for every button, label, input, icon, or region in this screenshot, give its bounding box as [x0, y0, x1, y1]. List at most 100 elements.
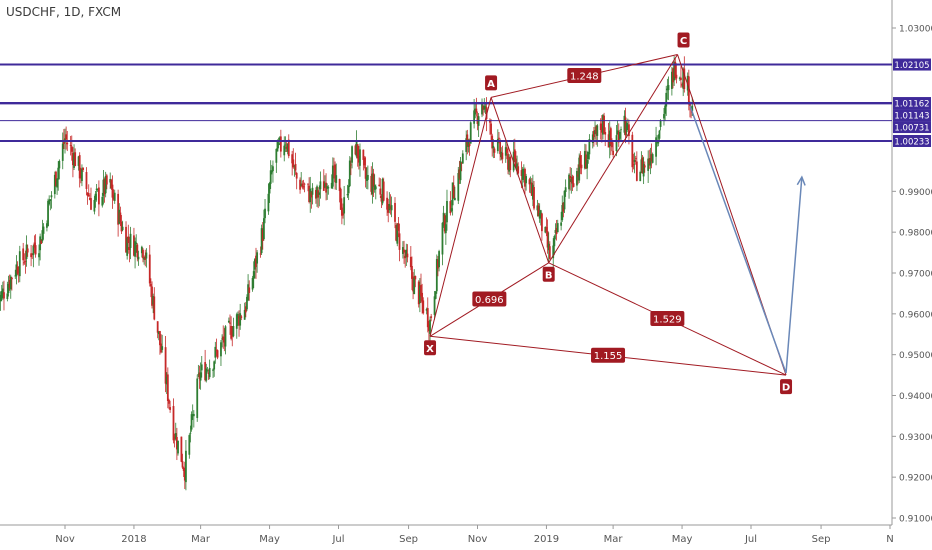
candle-down: [338, 179, 341, 191]
pattern-point-label: D: [782, 383, 790, 394]
candle-down: [600, 126, 603, 133]
candle-down: [595, 126, 598, 135]
candle-up: [293, 165, 296, 167]
candle-up: [504, 147, 507, 156]
harmonic-pattern[interactable]: X A B C D 1.248 0.696 1.529 1.155: [424, 32, 793, 395]
candle-down: [599, 123, 602, 131]
candle-down: [215, 349, 218, 351]
candle-down: [125, 226, 127, 253]
candle-down: [111, 184, 114, 198]
candle-up: [459, 161, 462, 181]
candle-up: [500, 151, 503, 158]
candle-up: [633, 159, 636, 162]
candle-up: [402, 247, 404, 254]
candle-up: [667, 85, 670, 91]
candle-up: [134, 241, 136, 257]
candle-up: [594, 130, 596, 135]
candle-down: [207, 372, 210, 374]
candle-down: [86, 192, 89, 196]
candle-down: [87, 195, 90, 197]
candle-up: [143, 257, 146, 260]
projection-arrow[interactable]: [689, 105, 806, 374]
candle-up: [373, 185, 376, 190]
candle-down: [580, 164, 583, 169]
candle-up: [161, 346, 164, 350]
ratio-tag: [472, 291, 507, 307]
candle-down: [339, 188, 342, 210]
candle-down: [579, 155, 582, 167]
candle-up: [371, 173, 374, 195]
level-price-tag: [893, 58, 931, 71]
candle-down: [182, 467, 185, 471]
candle-down: [571, 176, 574, 184]
candle-up: [450, 208, 453, 211]
candle-down: [449, 201, 452, 214]
candle-up: [554, 230, 557, 234]
candle-up: [451, 182, 454, 206]
pattern-leg: [548, 54, 678, 264]
candle-down: [681, 84, 683, 86]
pattern-point-tag: [542, 266, 555, 282]
candle-up: [318, 192, 321, 195]
candle-up: [568, 174, 570, 190]
candle-down: [382, 181, 385, 201]
candle-down: [485, 107, 488, 120]
time-axis: Nov 2018 Mar May Jul Sep Nov 2019 Mar May Jul Sep N: [55, 525, 894, 545]
candle-down: [120, 222, 123, 232]
candle-up: [561, 205, 564, 221]
candle-down: [285, 146, 288, 149]
candle-down: [112, 194, 115, 200]
candle-down: [78, 155, 81, 179]
candle-down: [397, 223, 400, 231]
time-tick-label: Nov: [468, 534, 488, 545]
time-tick-label: May: [672, 534, 693, 545]
time-tick-label: Sep: [399, 534, 418, 545]
candle-down: [505, 148, 508, 154]
candle-up: [118, 209, 121, 224]
candle-up: [276, 140, 279, 152]
level-price-tag: [893, 97, 931, 110]
candle-down: [88, 197, 91, 200]
candle-down: [128, 247, 131, 251]
candle-up: [277, 143, 280, 145]
candle-up: [578, 157, 581, 181]
ratio-label: 1.155: [594, 351, 623, 362]
candle-up: [18, 251, 21, 277]
candle-up: [165, 376, 168, 385]
candle-up: [539, 210, 542, 217]
candle-up: [260, 228, 263, 254]
candle-up: [94, 193, 97, 201]
candle-down: [164, 347, 167, 384]
candle-up: [496, 138, 499, 152]
candle-down: [98, 187, 100, 205]
candle-down: [17, 274, 20, 276]
candle-down: [180, 436, 183, 462]
candle-down: [674, 61, 677, 77]
candle-up: [348, 160, 351, 186]
ratio-tag: [567, 67, 602, 83]
candle-up: [189, 432, 192, 434]
candle-up: [205, 368, 208, 381]
candle-up: [516, 163, 518, 171]
candle-down: [443, 215, 446, 232]
candle-down: [387, 206, 390, 213]
candle-up: [126, 237, 129, 256]
candle-down: [513, 149, 516, 159]
candle-up: [197, 374, 200, 376]
candle-down: [428, 324, 430, 331]
candle-up: [268, 183, 271, 194]
candle-up: [649, 157, 652, 166]
candle-up: [484, 106, 487, 109]
candle-up: [212, 369, 214, 371]
candle-up: [665, 92, 668, 107]
candle-down: [16, 266, 19, 274]
candle-down: [430, 316, 433, 318]
candle-up: [620, 129, 622, 131]
candle-down: [310, 192, 313, 198]
time-tick-label: Jul: [744, 534, 757, 545]
